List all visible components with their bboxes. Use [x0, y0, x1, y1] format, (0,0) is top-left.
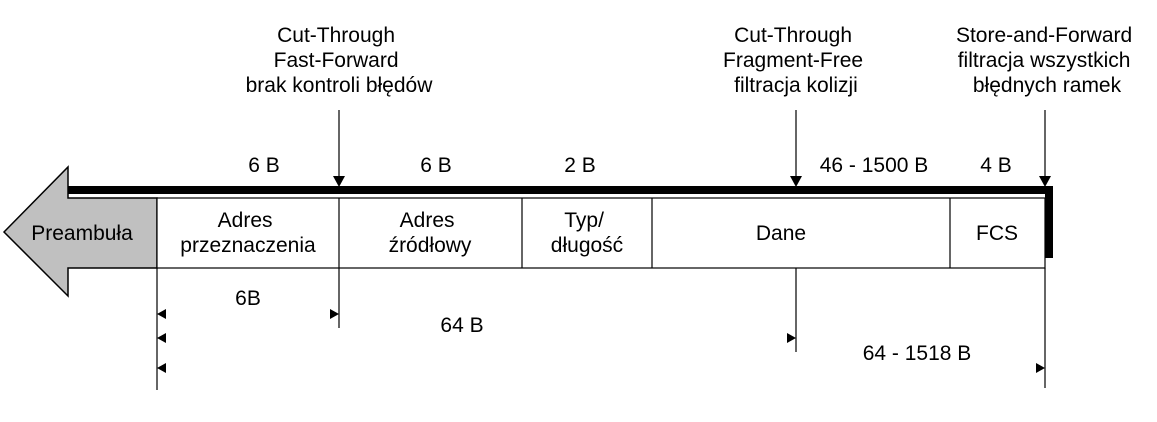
- field-size-label: 2 B: [564, 154, 596, 177]
- field-dest-label: Adres przeznaczenia: [180, 209, 316, 257]
- field-size-label: 46 - 1500 B: [820, 154, 929, 177]
- field-size-label: 6 B: [420, 154, 452, 177]
- preamble-label: Preambuła: [31, 222, 133, 245]
- field-src-label: Adres źródłowy: [389, 209, 472, 257]
- field-fcs-label: FCS: [976, 222, 1018, 245]
- range-end-arrowhead: [787, 333, 796, 343]
- mode-label: Store-and-Forward filtracja wszystkich b…: [956, 24, 1138, 97]
- mode-label: Cut-Through Fragment-Free filtracja koli…: [723, 24, 869, 97]
- field-type-label: Typ/ długość: [551, 209, 623, 257]
- frame-top-bar: [68, 186, 1052, 194]
- mode-label: Cut-Through Fast-Forward brak kontroli b…: [246, 24, 434, 97]
- range-start-arrowhead: [157, 333, 166, 343]
- range-start-arrowhead: [157, 363, 166, 373]
- range-end-arrowhead: [1036, 363, 1045, 373]
- range-label: 64 B: [440, 314, 483, 337]
- range-start-arrowhead: [157, 309, 166, 319]
- mode-pointer-arrowhead: [1039, 176, 1051, 187]
- mode-pointer-arrowhead: [790, 176, 802, 187]
- range-label: 64 - 1518 B: [863, 342, 972, 365]
- mode-pointer-arrowhead: [333, 176, 345, 187]
- field-size-label: 6 B: [248, 154, 280, 177]
- frame-fields-box: [156, 197, 1046, 269]
- range-label: 6B: [235, 287, 261, 310]
- field-size-label: 4 B: [980, 154, 1012, 177]
- field-data-label: Dane: [756, 222, 806, 245]
- frame-right-edge: [1045, 186, 1053, 258]
- range-end-arrowhead: [330, 309, 339, 319]
